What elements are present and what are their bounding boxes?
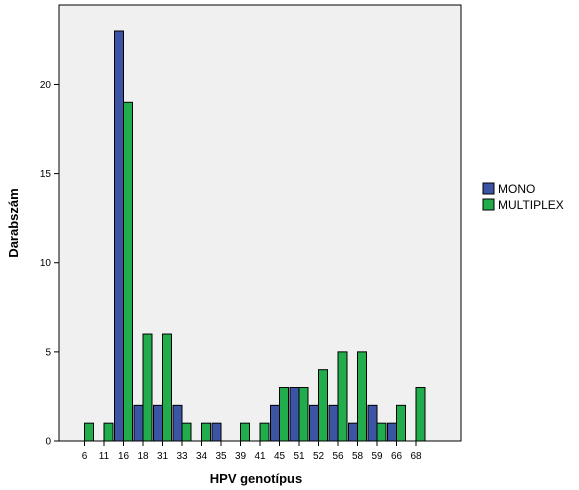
x-tick-label-6: 6 [82,451,88,462]
x-axis: 6 11 16 18 31 33 34 35 39 41 45 51 52 56 58 59 66 68 [82,441,422,462]
legend: MONO MULTIPLEX [482,182,564,212]
bar-multiplex-58 [357,351,367,442]
y-tick-label-5: 5 [45,347,51,358]
bar-multiplex-59 [376,422,387,442]
bar-multiplex-33 [181,422,192,442]
x-tick-label-56: 56 [332,451,344,462]
bar-mono-52 [309,404,319,442]
bar-multiplex-18 [142,333,153,442]
bar-multiplex-34 [201,422,211,442]
bar-multiplex-52 [318,369,328,442]
x-tick-label-16: 16 [118,451,130,462]
bar-mono-35 [211,422,222,442]
x-tick-label-35: 35 [215,451,227,462]
x-tick-label-11: 11 [99,451,110,462]
y-tick-label-20: 20 [40,80,52,91]
bar-mono-51 [289,387,300,442]
bars-group [84,30,426,442]
bar-mono-18 [133,404,144,442]
bar-multiplex-45 [279,387,289,442]
bar-multiplex-16 [123,101,133,442]
bar-mono-45 [270,404,280,442]
x-tick-label-59: 59 [371,451,383,462]
x-tick-label-39: 39 [235,451,247,462]
y-tick-label-0: 0 [45,437,51,448]
x-axis-title: HPV genotípus [210,471,302,486]
y-tick-label-10: 10 [40,258,52,269]
bar-mono-59 [367,404,378,442]
bar-mono-56 [328,404,339,442]
y-axis-title: Darabszám [6,188,21,257]
x-tick-label-34: 34 [196,451,208,462]
x-tick-label-31: 31 [157,451,169,462]
bar-multiplex-68 [415,387,426,442]
bar-multiplex-66 [396,404,406,442]
bar-mono-58 [348,422,358,442]
legend-label-multiplex: MULTIPLEX [498,198,564,212]
legend-swatch-mono [482,182,495,195]
bar-multiplex-11 [103,422,114,442]
x-tick-label-68: 68 [410,451,422,462]
x-tick-label-33: 33 [176,451,188,462]
y-tick-label-15: 15 [40,169,52,180]
bar-multiplex-51 [298,387,309,442]
bar-mono-33 [172,404,183,442]
x-tick-label-45: 45 [274,451,286,462]
x-tick-label-51: 51 [293,451,305,462]
x-tick-label-66: 66 [391,451,403,462]
x-tick-label-58: 58 [352,451,364,462]
bar-multiplex-31 [162,333,172,442]
x-tick-label-18: 18 [137,451,149,462]
y-axis: 0 5 10 15 20 [40,80,59,448]
x-tick-label-52: 52 [313,451,325,462]
legend-label-mono: MONO [498,182,535,196]
bar-mono-31 [153,404,163,442]
bar-multiplex-41 [259,422,270,442]
bar-mono-66 [387,422,397,442]
bar-multiplex-39 [240,422,250,442]
bar-mono-16 [114,30,124,442]
bar-multiplex-6 [84,422,94,442]
legend-swatch-multiplex [482,198,495,211]
bar-multiplex-56 [337,351,348,442]
x-tick-label-41: 41 [254,451,266,462]
